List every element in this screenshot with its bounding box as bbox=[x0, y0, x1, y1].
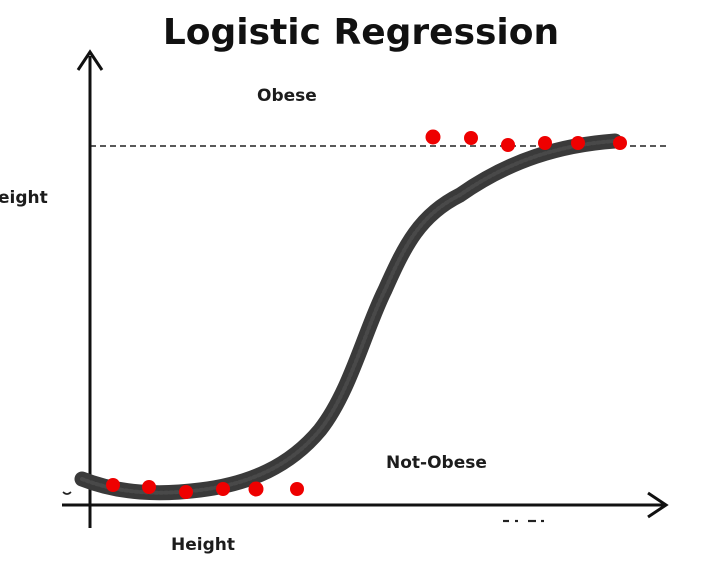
diagram-title: Logistic Regression bbox=[162, 12, 560, 53]
x-axis-arrowhead bbox=[647, 491, 669, 519]
data-point-not-obese bbox=[290, 482, 304, 496]
data-point-obese bbox=[501, 138, 515, 152]
data-point-not-obese bbox=[179, 485, 193, 499]
data-point-not-obese bbox=[142, 480, 156, 494]
data-point-not-obese bbox=[248, 481, 264, 497]
data-point-obese bbox=[425, 129, 441, 145]
y-axis-label: eight bbox=[0, 188, 48, 208]
data-point-obese bbox=[538, 136, 552, 150]
y-axis-arrowhead bbox=[76, 49, 104, 71]
data-point-not-obese bbox=[106, 478, 120, 492]
axis-tick-mark bbox=[62, 491, 72, 495]
data-point-not-obese bbox=[216, 482, 230, 496]
x-axis-label: Height bbox=[171, 535, 235, 555]
not-obese-class-label: Not-Obese bbox=[386, 453, 487, 473]
obese-class-label: Obese bbox=[257, 86, 317, 106]
data-point-obese bbox=[613, 136, 627, 150]
sigmoid-curve bbox=[74, 133, 623, 501]
data-point-obese bbox=[464, 131, 478, 145]
data-point-obese bbox=[571, 136, 585, 150]
sigmoid-curve-texture bbox=[80, 139, 617, 495]
